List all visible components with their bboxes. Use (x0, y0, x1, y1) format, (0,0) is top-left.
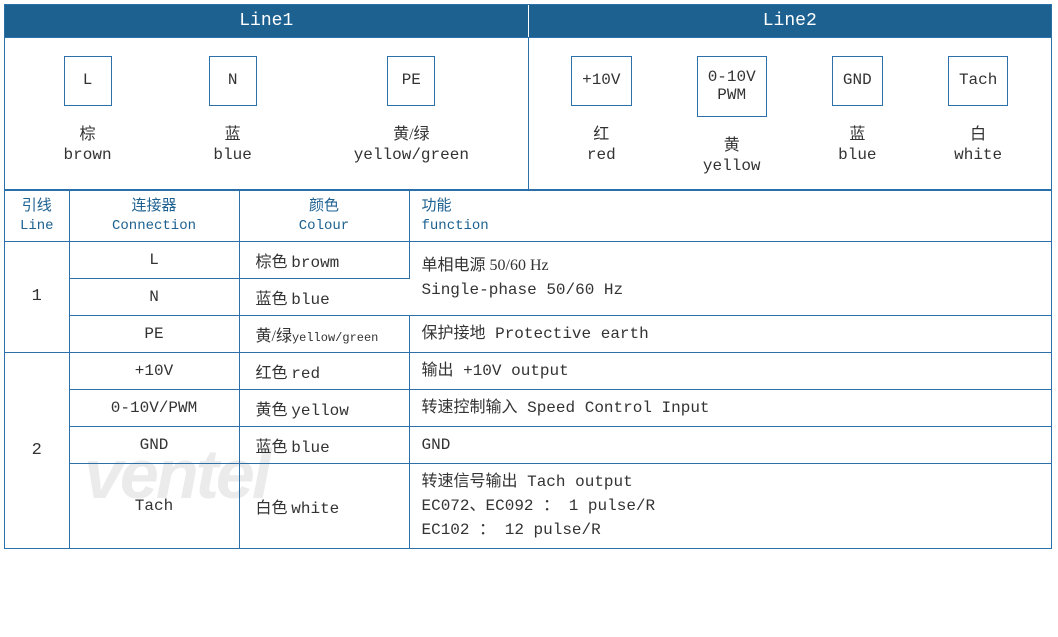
cell-conn: L (69, 241, 239, 278)
table-row: Tach 白色 white 转速信号输出 Tach output EC072、E… (5, 463, 1051, 548)
term-box: GND (832, 56, 883, 106)
term-label-cn: 红 (593, 120, 609, 144)
term-label-cn: 蓝 (225, 120, 241, 144)
cell-func: 转速控制输入 Speed Control Input (409, 389, 1051, 426)
term-L: L 棕 brown (64, 56, 112, 175)
term-label-cn: 棕 (80, 120, 96, 144)
cell-conn: PE (69, 315, 239, 352)
cell-colour: 黄色 yellow (239, 389, 409, 426)
cell-func: GND (409, 426, 1051, 463)
cell-conn: Tach (69, 463, 239, 548)
cell-conn: 0-10V/PWM (69, 389, 239, 426)
term-box: Tach (948, 56, 1008, 106)
cell-func: 保护接地 Protective earth (409, 315, 1051, 352)
header-row: Line1 Line2 (5, 5, 1051, 37)
cell-colour: 棕色 browm (239, 241, 409, 278)
header-line2: Line2 (529, 5, 1052, 37)
term-label-en: white (954, 146, 1002, 164)
term-label-cn: 黄 (724, 131, 740, 155)
th-line: 引线Line (5, 191, 69, 242)
term-GND: GND 蓝 blue (832, 56, 883, 175)
term-N: N 蓝 blue (209, 56, 257, 175)
table-row: 2 +10V 红色 red 输出 +10V output (5, 352, 1051, 389)
term-label-en: yellow/green (354, 146, 469, 164)
term-label-en: yellow (703, 157, 761, 175)
th-function: 功能function (409, 191, 1051, 242)
term-label-cn: 蓝 (849, 120, 865, 144)
term-10V: +10V 红 red (571, 56, 631, 175)
term-0-10V-PWM: 0-10V PWM 黄 yellow (697, 56, 767, 175)
term-PE: PE 黄/绿 yellow/green (354, 56, 469, 175)
cell-colour: 红色 red (239, 352, 409, 389)
diagram-line1: L 棕 brown N 蓝 blue PE 黄/绿 yellow/green (5, 38, 529, 189)
wiring-table: Line1 Line2 L 棕 brown N 蓝 blue PE 黄/绿 ye… (4, 4, 1052, 549)
table-row: 0-10V/PWM 黄色 yellow 转速控制输入 Speed Control… (5, 389, 1051, 426)
term-label-cn: 白 (970, 120, 986, 144)
cell-func: 输出 +10V output (409, 352, 1051, 389)
term-box: PE (387, 56, 435, 106)
cell-colour: 蓝色 blue (239, 278, 409, 315)
table-row: GND 蓝色 blue GND (5, 426, 1051, 463)
cell-colour: 黄/绿yellow/green (239, 315, 409, 352)
term-label-cn: 黄/绿 (393, 120, 429, 144)
cell-conn: +10V (69, 352, 239, 389)
term-Tach: Tach 白 white (948, 56, 1008, 175)
term-label-en: blue (213, 146, 251, 164)
table-row: PE 黄/绿yellow/green 保护接地 Protective earth (5, 315, 1051, 352)
cell-conn: GND (69, 426, 239, 463)
header-line1: Line1 (5, 5, 529, 37)
term-box: L (64, 56, 112, 106)
diagram-row: L 棕 brown N 蓝 blue PE 黄/绿 yellow/green +… (5, 37, 1051, 190)
term-box: N (209, 56, 257, 106)
data-table: 引线Line 连接器Connection 颜色Colour 功能function… (5, 190, 1051, 548)
th-colour: 颜色Colour (239, 191, 409, 242)
cell-func: 转速信号输出 Tach output EC072、EC092 ： 1 pulse… (409, 463, 1051, 548)
cell-func: 单相电源 50/60 Hz Single-phase 50/60 Hz (409, 241, 1051, 315)
cell-line-2: 2 (5, 352, 69, 548)
table-row: 1 L 棕色 browm 单相电源 50/60 Hz Single-phase … (5, 241, 1051, 278)
term-box: +10V (571, 56, 631, 106)
term-label-en: blue (838, 146, 876, 164)
cell-colour: 蓝色 blue (239, 426, 409, 463)
cell-colour: 白色 white (239, 463, 409, 548)
term-label-en: red (587, 146, 616, 164)
term-label-en: brown (64, 146, 112, 164)
cell-line-1: 1 (5, 241, 69, 352)
diagram-line2: +10V 红 red 0-10V PWM 黄 yellow GND 蓝 blue… (529, 38, 1052, 189)
th-connection: 连接器Connection (69, 191, 239, 242)
table-header-row: 引线Line 连接器Connection 颜色Colour 功能function (5, 191, 1051, 242)
term-box: 0-10V PWM (697, 56, 767, 117)
cell-conn: N (69, 278, 239, 315)
